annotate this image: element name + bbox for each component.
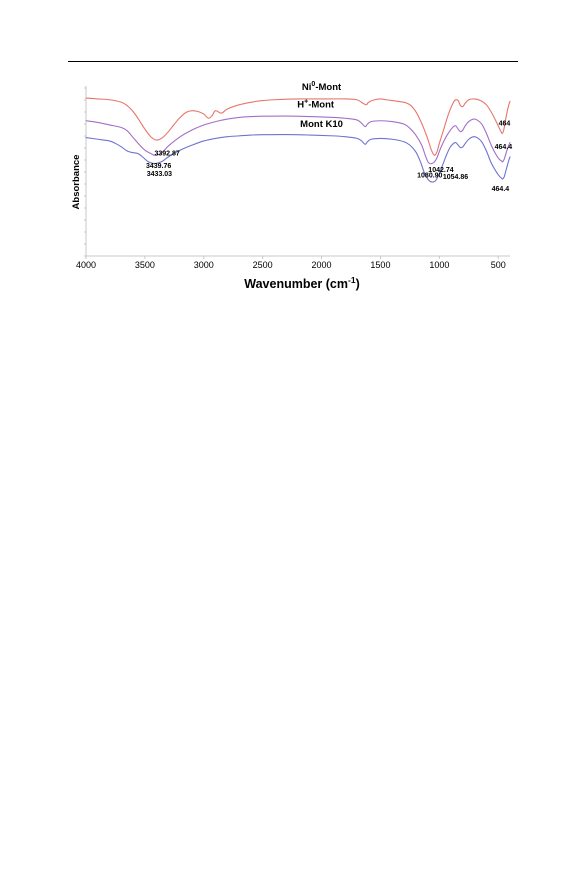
series-mont-k10-line xyxy=(85,133,511,183)
x-tick-label: 1000 xyxy=(429,260,449,270)
x-tick-label: 3500 xyxy=(135,260,155,270)
peak-annotation: 1080.90 xyxy=(417,173,442,180)
series-ni0-mont-line xyxy=(85,97,511,156)
x-tick-label: 2500 xyxy=(253,260,273,270)
peak-annotation: 3433.03 xyxy=(147,171,172,178)
ftir-figure: 4000 3500 3000 2500 2000 1500 1000 500 Wavenumbe… xyxy=(60,70,530,302)
peak-annotation: 464.4 xyxy=(492,186,510,193)
x-axis-title: Wavenumber (cm-1) xyxy=(244,275,359,291)
series-mont-k10-label: Mont K10 xyxy=(300,119,343,130)
peak-annotation: 1042.74 xyxy=(428,167,453,174)
series-ni0-mont-label: Ni0-Mont xyxy=(302,81,342,93)
x-tick-label: 500 xyxy=(491,260,506,270)
series-h-mont-label: H+-Mont xyxy=(297,99,335,111)
peak-annotation: 3439.76 xyxy=(146,163,171,170)
peak-annotation: 464 xyxy=(499,120,511,127)
ftir-chart: 4000 3500 3000 2500 2000 1500 1000 500 Wavenumbe… xyxy=(71,81,513,291)
header-rule xyxy=(68,61,518,62)
x-tick-label: 2000 xyxy=(312,260,332,270)
y-axis-title: Absorbance xyxy=(71,155,82,210)
x-tick-label: 4000 xyxy=(76,260,96,270)
peak-annotation: 1054.86 xyxy=(443,174,468,181)
x-tick-label: 1500 xyxy=(370,260,390,270)
series-h-mont-line xyxy=(85,115,511,165)
peak-annotation: 3392.87 xyxy=(155,151,180,158)
x-tick-label: 3000 xyxy=(194,260,214,270)
peak-annotation: 464.4 xyxy=(495,144,513,151)
